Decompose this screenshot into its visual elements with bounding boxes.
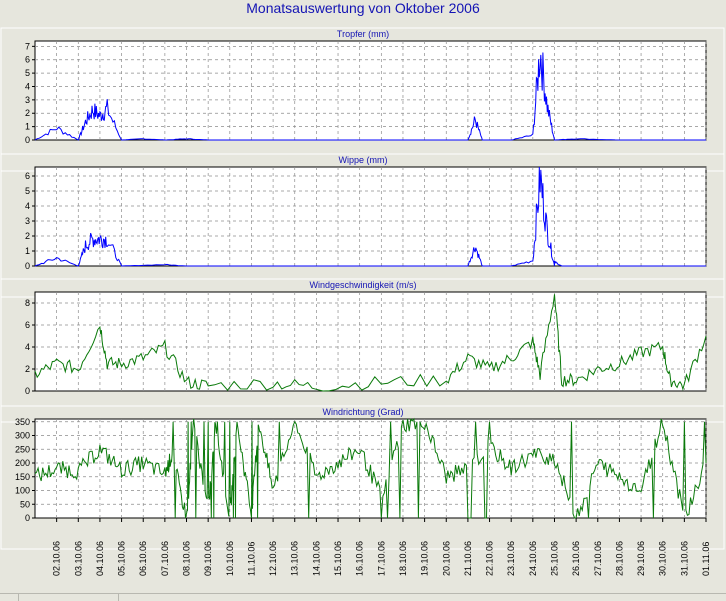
y-tick-label: 0 xyxy=(25,261,30,271)
x-tick-label: 26.10.06 xyxy=(571,541,581,576)
x-tick-label: 05.10.06 xyxy=(117,541,127,576)
x-tick-label: 31.10.06 xyxy=(679,541,689,576)
x-tick-label: 28.10.06 xyxy=(614,541,624,576)
y-tick-label: 5 xyxy=(25,68,30,78)
y-tick-label: 5 xyxy=(25,186,30,196)
series-line xyxy=(34,52,706,141)
x-tick-label: 24.10.06 xyxy=(528,541,538,576)
x-tick-label: 17.10.06 xyxy=(376,541,386,576)
series-line xyxy=(34,294,707,392)
x-tick-label: 04.10.06 xyxy=(95,541,105,576)
x-tick-label: 14.10.06 xyxy=(311,541,321,576)
x-tick-label: 16.10.06 xyxy=(355,541,365,576)
x-tick-label: 03.10.06 xyxy=(73,541,83,576)
status-bar-divider xyxy=(118,594,119,601)
plot-area xyxy=(34,40,707,141)
y-tick-label: 0 xyxy=(25,135,30,145)
x-tick-label: 18.10.06 xyxy=(398,541,408,576)
x-tick-label: 01.11.06 xyxy=(701,542,711,576)
panel-title: Tropfer (mm) xyxy=(337,29,389,39)
series-line xyxy=(34,166,706,267)
x-tick-label: 22.10.06 xyxy=(485,541,495,576)
y-tick-label: 1 xyxy=(25,122,30,132)
y-tick-label: 3 xyxy=(25,95,30,105)
x-tick-label: 27.10.06 xyxy=(593,541,603,576)
panel-title: Wippe (mm) xyxy=(339,155,388,165)
panel-title: Windgeschwindigkeit (m/s) xyxy=(309,280,416,290)
y-tick-label: 2 xyxy=(25,364,30,374)
x-tick-label: 20.10.06 xyxy=(441,541,451,576)
x-tick-label: 02.10.06 xyxy=(52,541,62,576)
y-tick-label: 0 xyxy=(25,386,30,396)
x-tick-label: 13.10.06 xyxy=(290,541,300,576)
y-tick-label: 4 xyxy=(25,342,30,352)
y-tick-label: 2 xyxy=(25,231,30,241)
y-tick-label: 6 xyxy=(25,171,30,181)
panel-frame xyxy=(0,405,725,550)
x-tick-label: 21.10.06 xyxy=(463,541,473,576)
status-bar-divider xyxy=(18,594,19,601)
x-tick-label: 11.10.06 xyxy=(246,542,256,576)
x-tick-label: 09.10.06 xyxy=(203,541,213,576)
y-tick-label: 250 xyxy=(15,444,30,454)
y-tick-label: 1 xyxy=(25,246,30,256)
y-tick-label: 4 xyxy=(25,201,30,211)
y-tick-label: 50 xyxy=(20,499,30,509)
x-tick-label: 29.10.06 xyxy=(636,541,646,576)
status-bar xyxy=(0,593,726,601)
panel-title: Windrichtung (Grad) xyxy=(322,407,403,417)
x-tick-label: 19.10.06 xyxy=(420,541,430,576)
y-tick-label: 2 xyxy=(25,108,30,118)
x-tick-label: 08.10.06 xyxy=(182,541,192,576)
x-tick-label: 30.10.06 xyxy=(658,541,668,576)
page-title: Monatsauswertung von Oktober 2006 xyxy=(246,0,480,16)
y-tick-label: 150 xyxy=(15,472,30,482)
x-tick-label: 23.10.06 xyxy=(506,541,516,576)
y-tick-label: 100 xyxy=(15,486,30,496)
y-tick-label: 6 xyxy=(25,320,30,330)
x-tick-label: 15.10.06 xyxy=(333,541,343,576)
y-tick-label: 7 xyxy=(25,41,30,51)
plot-area xyxy=(34,166,707,267)
y-tick-label: 200 xyxy=(15,458,30,468)
y-tick-label: 3 xyxy=(25,216,30,226)
x-tick-label: 07.10.06 xyxy=(160,541,170,576)
y-tick-label: 300 xyxy=(15,431,30,441)
y-tick-label: 6 xyxy=(25,55,30,65)
x-tick-label: 12.10.06 xyxy=(268,541,278,576)
y-tick-label: 8 xyxy=(25,298,30,308)
x-tick-label: 25.10.06 xyxy=(549,541,559,576)
y-tick-label: 0 xyxy=(25,513,30,523)
x-tick-label: 10.10.06 xyxy=(225,541,235,576)
y-tick-label: 350 xyxy=(15,417,30,427)
y-tick-label: 4 xyxy=(25,81,30,91)
plot-area xyxy=(34,291,707,392)
x-tick-label: 06.10.06 xyxy=(138,541,148,576)
